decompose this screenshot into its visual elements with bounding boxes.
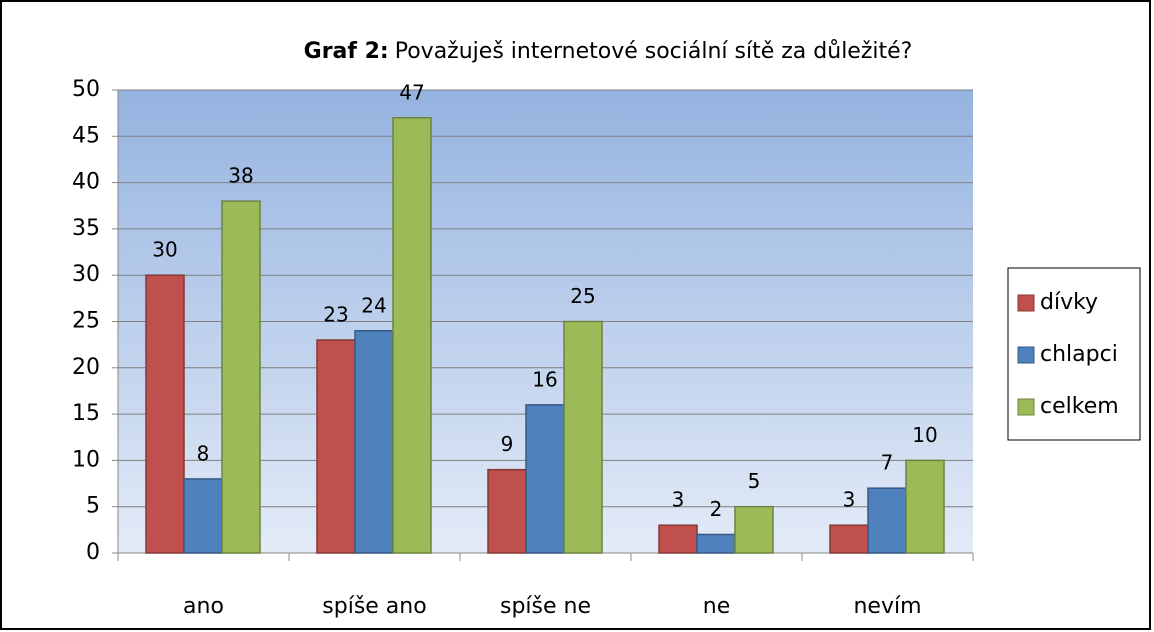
bar <box>525 404 565 554</box>
value-label: 9 <box>501 432 514 456</box>
value-label: 30 <box>152 238 177 262</box>
bar <box>563 320 603 554</box>
bar <box>905 459 945 554</box>
x-tick-label: ano <box>183 594 224 619</box>
value-label: 3 <box>843 488 856 512</box>
legend-swatch <box>1017 398 1035 416</box>
bar <box>145 274 185 554</box>
legend-label: celkem <box>1040 394 1119 419</box>
y-tick-label: 40 <box>72 170 100 195</box>
legend-label: chlapci <box>1040 342 1118 367</box>
value-label: 47 <box>399 80 424 104</box>
y-tick-label: 30 <box>72 262 100 287</box>
value-label: 10 <box>912 423 937 447</box>
value-label: 5 <box>748 469 761 493</box>
y-tick-label: 15 <box>72 401 100 426</box>
value-label: 7 <box>881 451 894 475</box>
bar <box>392 117 432 554</box>
bar <box>867 487 907 554</box>
y-tick-label: 0 <box>86 540 100 565</box>
y-tick-label: 50 <box>72 77 100 102</box>
value-label: 23 <box>323 303 348 327</box>
bar <box>221 200 261 554</box>
title-text: Považuješ internetové sociální sítě za d… <box>395 39 913 64</box>
bar <box>316 339 356 554</box>
bar <box>354 330 394 554</box>
y-tick-label: 45 <box>72 123 100 148</box>
x-tick-label: spíše ano <box>322 594 426 619</box>
value-label: 2 <box>710 497 723 521</box>
value-label: 38 <box>228 164 253 188</box>
bar <box>829 524 869 554</box>
legend-swatch <box>1017 294 1035 312</box>
y-tick-label: 5 <box>86 494 100 519</box>
y-tick-label: 35 <box>72 216 100 241</box>
y-tick-label: 10 <box>72 447 100 472</box>
bar <box>183 478 223 554</box>
bar <box>658 524 698 554</box>
legend-swatch <box>1017 346 1035 364</box>
legend-label: dívky <box>1040 290 1098 315</box>
x-tick-label: ne <box>703 594 730 619</box>
y-tick-label: 25 <box>72 309 100 334</box>
bar <box>487 468 527 554</box>
value-label: 24 <box>361 293 386 317</box>
y-tick-label: 20 <box>72 355 100 380</box>
title-label: Graf 2: <box>304 39 389 64</box>
value-label: 25 <box>570 284 595 308</box>
x-tick-label: spíše ne <box>500 594 591 619</box>
value-label: 8 <box>197 441 210 465</box>
x-tick-label: nevím <box>853 594 921 619</box>
bar <box>696 533 736 554</box>
value-label: 3 <box>672 488 685 512</box>
chart-title: Graf 2: Považuješ internetové sociální sí… <box>304 39 913 64</box>
value-label: 16 <box>532 367 557 391</box>
bar <box>734 505 774 554</box>
